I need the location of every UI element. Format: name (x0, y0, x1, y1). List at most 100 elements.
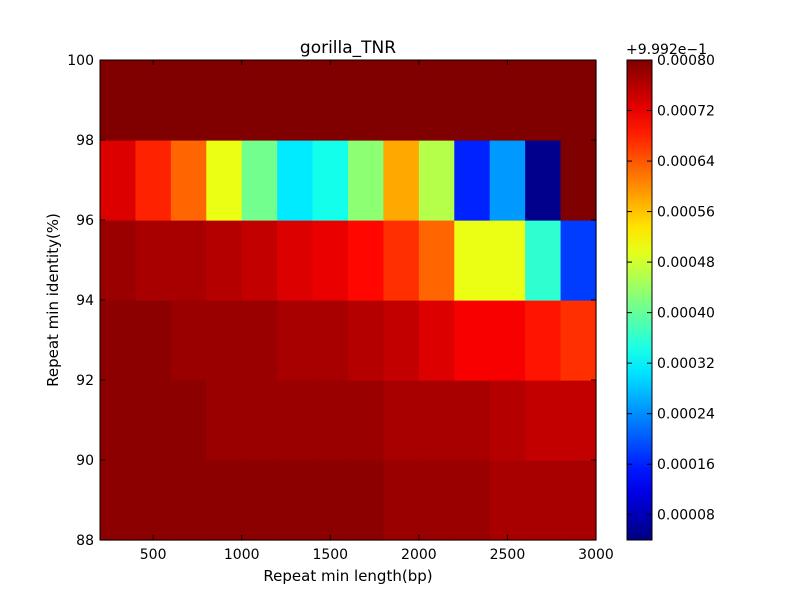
colorbar-tick-label: 0.00008 (657, 508, 715, 524)
colorbar-tick-label: 0.00080 (657, 53, 715, 69)
heatmap-cell (525, 300, 562, 381)
heatmap-cell (348, 380, 385, 461)
heatmap-cell (525, 60, 562, 141)
chart-title: gorilla_TNR (300, 38, 396, 58)
heatmap-cell (241, 140, 278, 221)
heatmap-cell (348, 220, 385, 301)
heatmap-cell (525, 140, 562, 221)
heatmap-cell (418, 220, 455, 301)
heatmap-cell (489, 140, 526, 221)
heatmap-cell (454, 380, 491, 461)
colorbar-tick-label: 0.00072 (657, 104, 715, 120)
colorbar-tick-label: 0.00024 (657, 407, 715, 423)
heatmap-cell (454, 300, 491, 381)
heatmap-cell (135, 140, 172, 221)
heatmap-cell (383, 140, 420, 221)
heatmap-cell (100, 460, 137, 541)
heatmap-cell (135, 220, 172, 301)
heatmap-cell (277, 380, 314, 461)
heatmap-cell (206, 60, 243, 141)
heatmap-cells (100, 60, 597, 541)
heatmap-cell (100, 220, 137, 301)
heatmap-cell (241, 380, 278, 461)
heatmap-cell (312, 300, 349, 381)
colorbar-tick-label: 0.00064 (657, 154, 715, 170)
heatmap-cell (348, 60, 385, 141)
heatmap-cell (135, 300, 172, 381)
heatmap-cell (312, 140, 349, 221)
heatmap-cell (560, 300, 597, 381)
y-tick-label: 90 (76, 453, 94, 469)
heatmap-cell (206, 380, 243, 461)
heatmap-cell (100, 60, 137, 141)
heatmap-cell (170, 220, 207, 301)
heatmap-cell (348, 460, 385, 541)
colorbar-tick-label: 0.00048 (657, 255, 715, 271)
heatmap-cell (241, 60, 278, 141)
heatmap-cell (206, 220, 243, 301)
y-tick-label: 100 (67, 53, 94, 69)
heatmap-cell (277, 60, 314, 141)
y-tick-label: 94 (76, 293, 94, 309)
heatmap-cell (241, 300, 278, 381)
y-tick-label: 96 (76, 213, 94, 229)
heatmap-cell (135, 60, 172, 141)
heatmap-cell (454, 460, 491, 541)
heatmap-cell (277, 220, 314, 301)
heatmap-cell (525, 220, 562, 301)
heatmap-cell (454, 60, 491, 141)
colorbar-offset-label: +9.992e−1 (626, 42, 707, 58)
heatmap-cell (170, 140, 207, 221)
heatmap-cell (489, 220, 526, 301)
heatmap-cell (489, 300, 526, 381)
heatmap-cell (100, 140, 137, 221)
colorbar-tick-label: 0.00032 (657, 356, 715, 372)
heatmap-cell (560, 220, 597, 301)
heatmap-cell (277, 460, 314, 541)
x-axis: 500 1000 1500 2000 2500 3000 (140, 60, 614, 563)
x-tick-label: 2500 (490, 547, 526, 563)
heatmap-cell (206, 300, 243, 381)
heatmap-cell (170, 380, 207, 461)
heatmap-cell (525, 460, 562, 541)
heatmap-cell (241, 460, 278, 541)
heatmap-cell (489, 460, 526, 541)
heatmap-cell (383, 60, 420, 141)
y-axis-label: Repeat min identity(%) (44, 213, 62, 387)
heatmap-cell (560, 380, 597, 461)
heatmap-cell (277, 140, 314, 221)
heatmap-cell (560, 140, 597, 221)
heatmap-cell (383, 380, 420, 461)
colorbar-tick-label: 0.00056 (657, 205, 715, 221)
heatmap-cell (525, 380, 562, 461)
heatmap-cell (312, 380, 349, 461)
heatmap-cell (383, 220, 420, 301)
heatmap-cell (383, 300, 420, 381)
heatmap-cell (418, 140, 455, 221)
heatmap-cell (348, 140, 385, 221)
colorbar-tick-label: 0.00016 (657, 457, 715, 473)
heatmap-cell (312, 60, 349, 141)
colorbar-tick-label: 0.00040 (657, 306, 715, 322)
heatmap-cell (418, 60, 455, 141)
heatmap-cell (100, 300, 137, 381)
y-tick-label: 98 (76, 133, 94, 149)
heatmap-cell (454, 140, 491, 221)
heatmap-cell (418, 380, 455, 461)
y-tick-label: 88 (76, 533, 94, 549)
heatmap-cell (100, 380, 137, 461)
heatmap-cell (170, 300, 207, 381)
heatmap-cell (277, 300, 314, 381)
colorbar-ticks: 0.00008 0.00016 0.00024 0.00032 0.00040 0.000… (627, 53, 715, 524)
x-tick-label: 1000 (224, 547, 260, 563)
heatmap-cell (454, 220, 491, 301)
y-tick-label: 92 (76, 373, 94, 389)
heatmap-cell (170, 60, 207, 141)
heatmap-cell (560, 60, 597, 141)
heatmap-cell (560, 460, 597, 541)
heatmap-cell (489, 60, 526, 141)
heatmap-cell (170, 460, 207, 541)
heatmap-cell (206, 460, 243, 541)
heatmap-cell (135, 380, 172, 461)
